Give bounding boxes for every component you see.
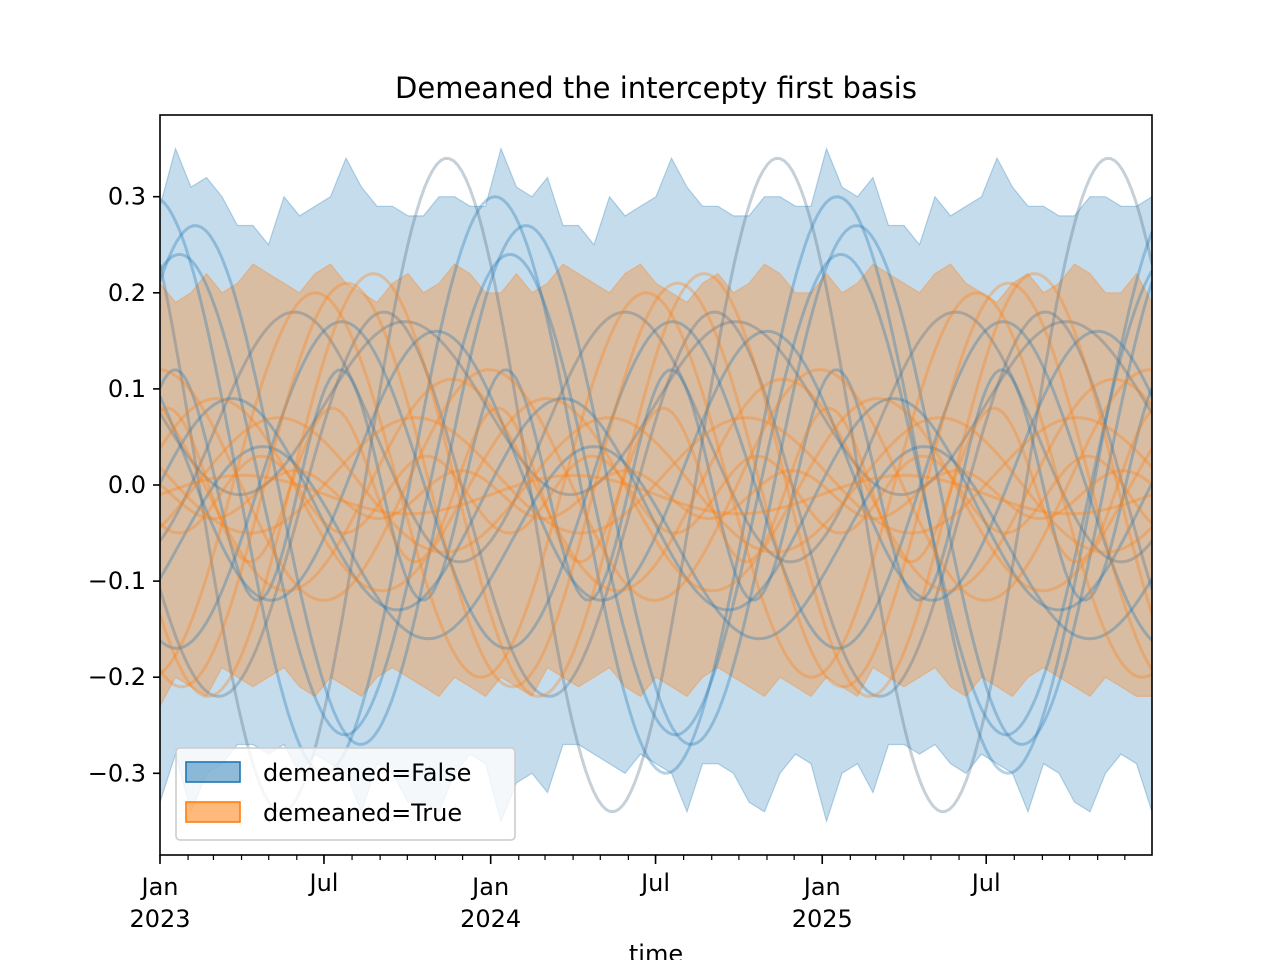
basis-curve-demeaned-false-4 (160, 310, 1152, 698)
basis-curve-demeaned-false-9 (160, 368, 1152, 602)
x-axis: Jan 2023 Jul Jan 2024 Jul Jan 2025 Jul (129, 855, 1001, 933)
legend-frame (175, 747, 516, 841)
legend-swatch (185, 801, 241, 823)
x-axis-label: time (629, 940, 683, 960)
basis-curve-demeaned-false-6 (160, 329, 1152, 602)
basis-curve-demeaned-true-2 (160, 291, 1152, 679)
basis-curve-demeaned-false-10 (160, 320, 1152, 497)
basis-curve-demeaned-false-7 (160, 310, 1152, 564)
basis-curves-layer (160, 156, 1152, 814)
legend-swatch (185, 761, 241, 783)
basis-curve-demeaned-true-0 (160, 272, 1152, 698)
basis-curve-demeaned-false-1 (160, 156, 1152, 814)
y-tick-label: −0.3 (88, 759, 146, 787)
basis-curve-demeaned-true-3 (160, 368, 1152, 602)
basis-curve-demeaned-false-3 (160, 252, 1152, 737)
chart-title: Demeaned the intercepty first basis (395, 71, 917, 105)
band-demeaned=True (160, 263, 1152, 707)
basis-curve-demeaned-true-8 (160, 416, 1152, 535)
basis-curve-demeaned-true-5 (160, 396, 1152, 593)
basis-curve-demeaned-true-9 (160, 454, 1152, 535)
x-tick-year-label: 2023 (129, 905, 190, 933)
y-tick-label: 0.1 (108, 375, 146, 403)
x-tick-label: Jul (639, 869, 670, 897)
basis-curve-demeaned-true-7 (160, 416, 1152, 554)
bands-layer (160, 146, 1152, 824)
basis-curve-demeaned-false-2 (160, 224, 1152, 746)
basis-curve-demeaned-true-10 (160, 473, 1152, 516)
basis-curve-demeaned-true-4 (160, 377, 1152, 593)
x-minor-ticks (159, 855, 1126, 860)
x-tick-label: Jan (140, 873, 179, 901)
x-tick-label: Jul (307, 869, 338, 897)
basis-curve-demeaned-false-8 (160, 397, 1152, 612)
legend-label: demeaned=False (263, 759, 471, 787)
y-tick-label: 0.3 (108, 183, 146, 211)
x-tick-label: Jul (970, 869, 1001, 897)
legend: demeaned=False demeaned=True (175, 747, 516, 841)
basis-curve-demeaned-true-1 (160, 281, 1152, 689)
y-tick-label: −0.2 (88, 663, 146, 691)
y-axis: 0.3 0.2 0.1 0.0 −0.1 −0.2 −0.3 (88, 183, 160, 787)
x-tick-label: Jan (470, 873, 509, 901)
x-tick-year-label: 2024 (460, 905, 521, 933)
y-tick-label: 0.2 (108, 279, 146, 307)
basis-curve-demeaned-true-6 (160, 406, 1152, 564)
x-tick-label: Jan (802, 873, 841, 901)
x-tick-year-label: 2025 (792, 905, 853, 933)
basis-curve-demeaned-false-11 (160, 445, 1152, 641)
basis-curve-demeaned-false-5 (160, 320, 1152, 650)
y-tick-label: 0.0 (108, 471, 146, 499)
y-tick-label: −0.1 (88, 567, 146, 595)
legend-label: demeaned=True (263, 799, 462, 827)
basis-curve-demeaned-true-11 (160, 469, 1152, 521)
